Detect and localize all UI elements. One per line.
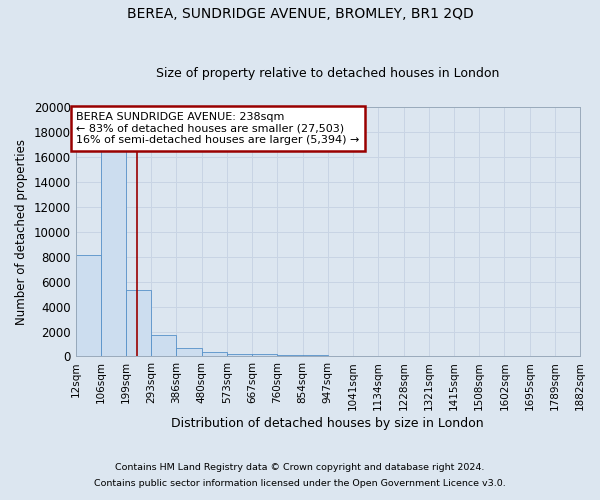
Y-axis label: Number of detached properties: Number of detached properties: [15, 138, 28, 325]
Bar: [126, 290, 151, 356]
Text: BEREA, SUNDRIDGE AVENUE, BROMLEY, BR1 2QD: BEREA, SUNDRIDGE AVENUE, BROMLEY, BR1 2Q…: [127, 8, 473, 22]
Title: Size of property relative to detached houses in London: Size of property relative to detached ho…: [156, 66, 499, 80]
Bar: [176, 348, 202, 356]
Text: BEREA SUNDRIDGE AVENUE: 238sqm
← 83% of detached houses are smaller (27,503)
16%: BEREA SUNDRIDGE AVENUE: 238sqm ← 83% of …: [76, 112, 360, 145]
Bar: [227, 354, 252, 356]
X-axis label: Distribution of detached houses by size in London: Distribution of detached houses by size …: [172, 417, 484, 430]
Bar: [76, 256, 101, 356]
Bar: [202, 352, 227, 356]
Bar: [101, 149, 126, 356]
Bar: [252, 354, 277, 356]
Text: Contains HM Land Registry data © Crown copyright and database right 2024.: Contains HM Land Registry data © Crown c…: [115, 464, 485, 472]
Text: Contains public sector information licensed under the Open Government Licence v3: Contains public sector information licen…: [94, 478, 506, 488]
Bar: [151, 334, 176, 356]
Bar: [277, 355, 302, 356]
